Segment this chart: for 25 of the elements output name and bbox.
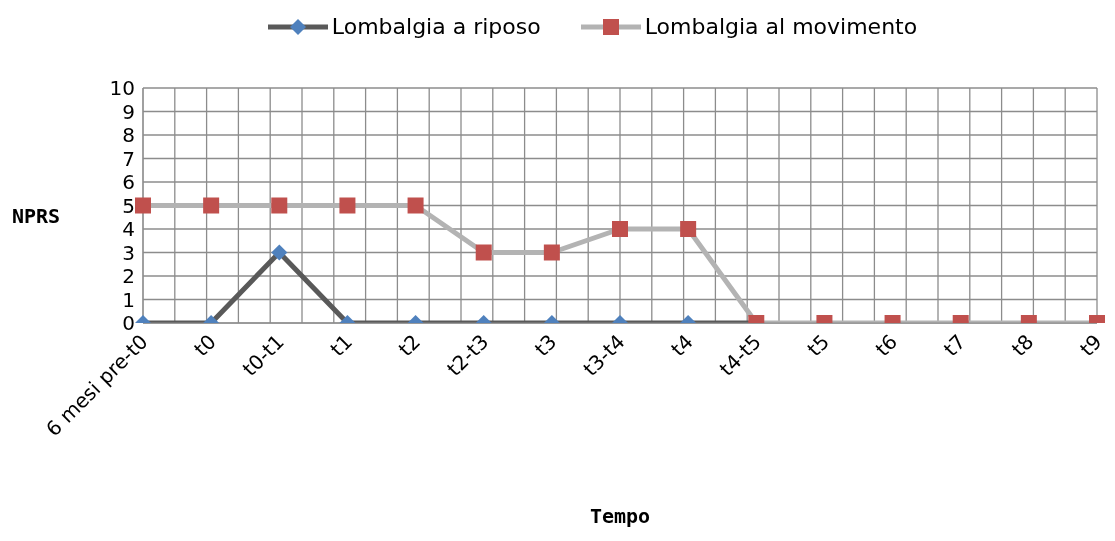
x-tick-label: t4 [666, 329, 698, 362]
legend-label: Lombalgia a riposo [331, 14, 541, 39]
x-tick-label: t0 [189, 329, 221, 362]
y-tick-label: 0 [122, 311, 135, 336]
x-tick-label: t5 [802, 329, 834, 362]
x-axis-title: Tempo [589, 504, 651, 528]
x-tick-label: t7 [938, 329, 971, 362]
y-tick-label: 8 [122, 123, 135, 148]
legend-label: Lombalgia al movimento [644, 14, 918, 39]
y-tick-label: 3 [122, 240, 135, 265]
x-tick-label: t2 [393, 329, 426, 362]
y-axis-title: NPRS [12, 204, 61, 228]
x-tick-label: t9 [1075, 329, 1107, 362]
y-tick-label: 2 [122, 264, 135, 289]
x-tick-label: t8 [1006, 329, 1039, 362]
x-tick-label: t1 [325, 329, 357, 362]
y-tick-label: 4 [122, 217, 135, 242]
x-tick-label: t6 [870, 329, 903, 362]
y-tick-label: 5 [122, 193, 135, 218]
x-tick-label: t3 [529, 329, 562, 362]
y-tick-label: 6 [122, 170, 135, 195]
y-tick-label: 1 [122, 287, 135, 312]
y-tick-label: 10 [109, 76, 135, 101]
y-tick-label: 7 [122, 146, 135, 171]
y-tick-label: 9 [122, 99, 135, 124]
